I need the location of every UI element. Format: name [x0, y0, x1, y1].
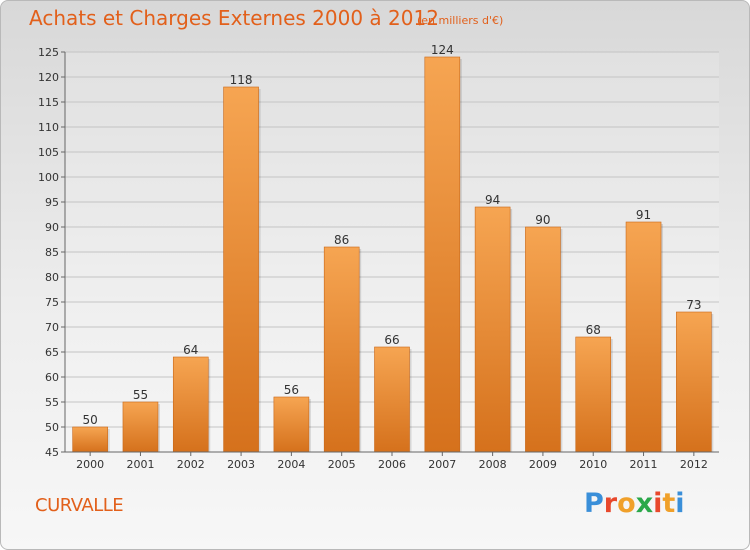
value-label: 94: [485, 193, 500, 207]
x-tick-label: 2004: [277, 458, 305, 471]
chart-title: Achats et Charges Externes 2000 à 2012: [29, 6, 439, 30]
value-label: 64: [183, 343, 198, 357]
x-tick-label: 2001: [126, 458, 154, 471]
bar: [424, 56, 461, 453]
y-tick-label: 105: [38, 146, 59, 159]
bar: [172, 356, 209, 453]
value-label: 118: [230, 73, 253, 87]
x-tick-label: 2000: [76, 458, 104, 471]
y-tick-label: 125: [38, 46, 59, 59]
value-label: 55: [133, 388, 148, 402]
x-tick-label: 2007: [428, 458, 456, 471]
bar: [625, 221, 662, 453]
value-label: 66: [384, 333, 399, 347]
bars: [72, 56, 714, 453]
x-tick-label: 2005: [328, 458, 356, 471]
logo-letter: i: [653, 488, 663, 519]
bar: [474, 206, 511, 453]
value-label: 56: [284, 383, 299, 397]
value-label: 91: [636, 208, 651, 222]
y-tick-label: 50: [45, 421, 59, 434]
y-axis: 45 50 55 60 65 70 75 80 85 90 95 100 105 110 115 120 125: [38, 46, 66, 459]
bar: [575, 336, 612, 453]
y-tick-label: 110: [38, 121, 59, 134]
y-tick-label: 65: [45, 346, 59, 359]
logo-letter: r: [603, 488, 618, 519]
bar: [273, 396, 310, 453]
y-tick-label: 60: [45, 371, 59, 384]
bar: [72, 426, 108, 453]
y-tick-label: 90: [45, 221, 59, 234]
bar: [676, 311, 712, 453]
bar: [525, 226, 561, 453]
x-tick-label: 2008: [479, 458, 507, 471]
x-tick-label: 2010: [579, 458, 607, 471]
location-name: CURVALLE: [35, 495, 124, 516]
y-tick-label: 75: [45, 296, 59, 309]
x-tick-label: 2012: [680, 458, 708, 471]
value-label: 86: [334, 233, 349, 247]
x-tick-label: 2003: [227, 458, 255, 471]
y-tick-label: 85: [45, 246, 59, 259]
value-labels: 50 55 64 118 56 86 66 124 94 90 68 91 73: [83, 43, 702, 427]
logo-letter: i: [675, 488, 685, 519]
y-tick-label: 70: [45, 321, 59, 334]
chart-subtitle: (en milliers d'€): [417, 14, 504, 27]
y-tick-label: 45: [45, 446, 59, 459]
x-axis: 2000 2001 2002 2003 2004 2005 2006 2007 2008 2009…: [65, 451, 719, 471]
logo-letter: P: [584, 488, 604, 519]
x-tick-label: 2011: [630, 458, 658, 471]
logo-letter: o: [617, 488, 636, 519]
bar: [323, 246, 360, 453]
logo-letter: t: [662, 488, 676, 519]
y-tick-label: 80: [45, 271, 59, 284]
y-tick-label: 55: [45, 396, 59, 409]
bar: [374, 346, 410, 453]
y-tick-label: 115: [38, 96, 59, 109]
x-tick-label: 2009: [529, 458, 557, 471]
y-tick-label: 120: [38, 71, 59, 84]
y-tick-label: 95: [45, 196, 59, 209]
bar: [223, 86, 259, 453]
x-tick-label: 2002: [177, 458, 205, 471]
proxiti-logo[interactable]: Proxiti: [584, 488, 685, 519]
value-label: 124: [431, 43, 454, 57]
value-label: 68: [586, 323, 601, 337]
value-label: 50: [83, 413, 98, 427]
logo-letter: x: [635, 488, 654, 519]
bar: [122, 401, 159, 453]
value-label: 73: [686, 298, 701, 312]
x-tick-label: 2006: [378, 458, 406, 471]
value-label: 90: [535, 213, 550, 227]
y-tick-label: 100: [38, 171, 59, 184]
